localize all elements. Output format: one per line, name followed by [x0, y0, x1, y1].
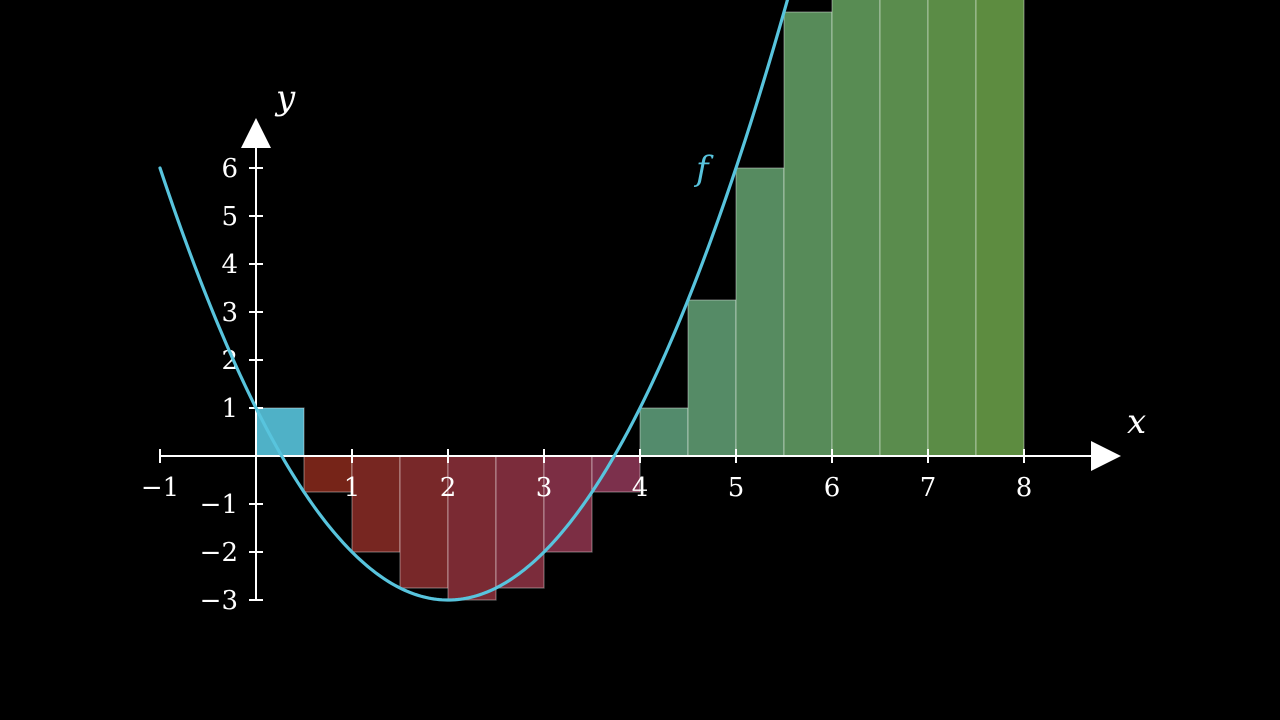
- y-tick-label: −3: [200, 586, 238, 616]
- riemann-bar: [591, 455, 641, 493]
- x-tick-label: 3: [536, 473, 553, 503]
- x-tick-label: 7: [920, 473, 937, 503]
- x-tick-label: −1: [141, 473, 179, 503]
- riemann-bar: [399, 455, 449, 589]
- x-axis-arrow-icon: [1091, 441, 1121, 471]
- x-tick-label: 4: [632, 473, 649, 503]
- riemann-bar: [735, 167, 785, 457]
- x-tick-label: 1: [344, 473, 361, 503]
- y-tick-label: −1: [200, 490, 238, 520]
- axes: −1 1 2 3 4 5 6 7 8 −3 −2 −1 1 2 3 4 5 6 x y: [141, 78, 1146, 616]
- y-axis-arrow-icon: [241, 118, 271, 148]
- function-curve: [158, 0, 790, 602]
- riemann-bar: [351, 455, 401, 553]
- riemann-bar: [927, 0, 977, 457]
- x-tick-label: 2: [440, 473, 457, 503]
- riemann-bar: [303, 455, 353, 493]
- x-tick-label: 5: [728, 473, 745, 503]
- riemann-bar: [639, 407, 689, 457]
- x-tick-label: 6: [824, 473, 841, 503]
- y-tick-label: 4: [221, 250, 238, 280]
- y-tick-label: 5: [221, 202, 238, 232]
- riemann-bar: [879, 0, 929, 457]
- riemann-bar: [687, 299, 737, 457]
- y-tick-label: 1: [221, 394, 238, 424]
- y-tick-label: −2: [200, 538, 238, 568]
- y-tick-label: 3: [221, 298, 238, 328]
- y-axis-label: y: [274, 78, 296, 118]
- riemann-bar: [975, 0, 1025, 457]
- x-axis-label: x: [1127, 402, 1146, 442]
- riemann-bar: [255, 407, 305, 457]
- ticks: −1 1 2 3 4 5 6 7 8 −3 −2 −1 1 2 3 4 5 6: [141, 154, 1032, 616]
- function-label: f: [693, 149, 714, 189]
- riemann-bar: [783, 11, 833, 457]
- y-tick-label: 2: [221, 346, 238, 376]
- riemann-bars: [255, 0, 1025, 601]
- riemann-bar: [831, 0, 881, 457]
- y-tick-label: 6: [221, 154, 238, 184]
- x-tick-label: 8: [1016, 473, 1033, 503]
